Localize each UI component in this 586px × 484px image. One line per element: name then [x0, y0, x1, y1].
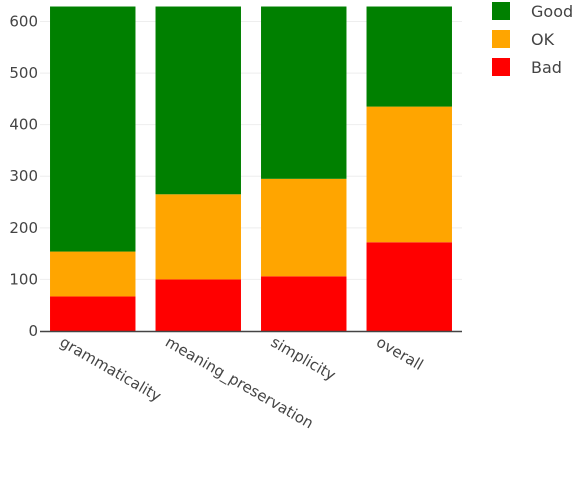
x-tick-label: overall — [373, 333, 426, 374]
bar-bad-meaning_preservation — [155, 279, 241, 331]
y-tick-label: 300 — [9, 167, 38, 185]
bar-good-overall — [366, 6, 452, 107]
bar-good-meaning_preservation — [155, 6, 241, 195]
legend-label-good: Good — [531, 2, 573, 21]
bar-bad-grammaticality — [50, 296, 136, 331]
y-axis-ticks: 0 100 200 300 400 500 600 — [9, 12, 38, 340]
legend-swatch-ok — [492, 30, 510, 48]
legend-swatch-good — [492, 2, 510, 20]
y-tick-label: 500 — [9, 64, 38, 82]
y-tick-label: 0 — [28, 322, 38, 340]
legend: Good OK Bad — [492, 2, 573, 77]
bar-ok-simplicity — [261, 178, 347, 277]
y-tick-label: 200 — [9, 219, 38, 237]
bar-ok-overall — [366, 106, 452, 243]
x-tick-label: grammaticality — [57, 333, 165, 406]
legend-swatch-bad — [492, 58, 510, 76]
y-tick-label: 400 — [9, 116, 38, 134]
bar-bad-simplicity — [261, 276, 347, 331]
y-tick-label: 600 — [9, 12, 38, 30]
legend-label-bad: Bad — [531, 58, 562, 77]
bar-ok-meaning_preservation — [155, 194, 241, 280]
bars — [50, 6, 452, 331]
x-axis-ticks: grammaticalitymeaning_preservationsimpli… — [57, 333, 427, 433]
x-tick-label: simplicity — [268, 333, 339, 384]
bar-ok-grammaticality — [50, 251, 136, 297]
y-tick-label: 100 — [9, 270, 38, 288]
stacked-bar-chart: 0 100 200 300 400 500 600 grammaticalitymeanin… — [9, 2, 573, 433]
legend-label-ok: OK — [531, 30, 555, 49]
bar-good-grammaticality — [50, 6, 136, 252]
bar-bad-overall — [366, 242, 452, 331]
bar-good-simplicity — [261, 6, 347, 179]
